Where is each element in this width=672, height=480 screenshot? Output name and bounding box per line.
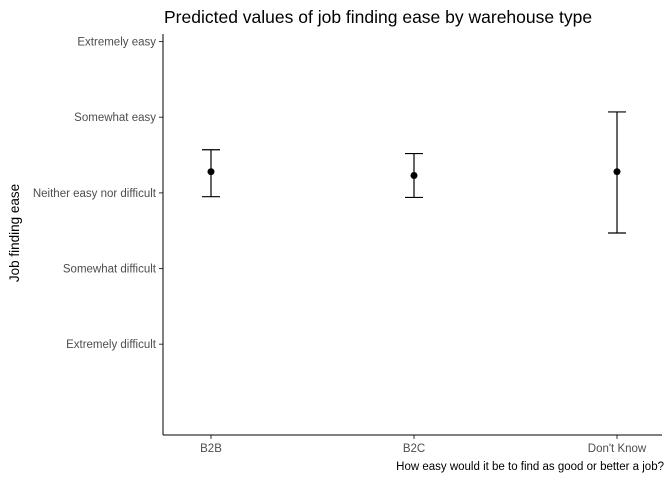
- x-axis-label: How easy would it be to find as good or …: [396, 461, 664, 473]
- plot-marks: [202, 111, 626, 234]
- estimate-point: [207, 168, 215, 176]
- estimate-point: [613, 168, 621, 176]
- y-tick-label: Extremely easy: [77, 37, 156, 49]
- x-tick-label: Don't Know: [588, 443, 647, 455]
- x-axis-ticks: B2B B2C Don't Know: [200, 435, 647, 455]
- y-axis-ticks: Extremely difficult Somewhat difficult Nei…: [33, 37, 163, 351]
- error-bar: [405, 152, 423, 199]
- y-axis-label: Job finding ease: [7, 184, 22, 282]
- x-tick-label: B2B: [200, 443, 222, 455]
- y-tick-label: Neither easy nor difficult: [33, 188, 157, 200]
- chart-title: Predicted values of job finding ease by …: [164, 7, 592, 27]
- y-tick-label: Somewhat difficult: [63, 264, 157, 276]
- error-bar: [202, 149, 220, 198]
- y-tick-label: Extremely difficult: [66, 339, 157, 351]
- estimate-point: [410, 171, 418, 179]
- y-tick-label: Somewhat easy: [74, 112, 156, 124]
- error-bar: [608, 111, 626, 234]
- x-tick-label: B2C: [403, 443, 425, 455]
